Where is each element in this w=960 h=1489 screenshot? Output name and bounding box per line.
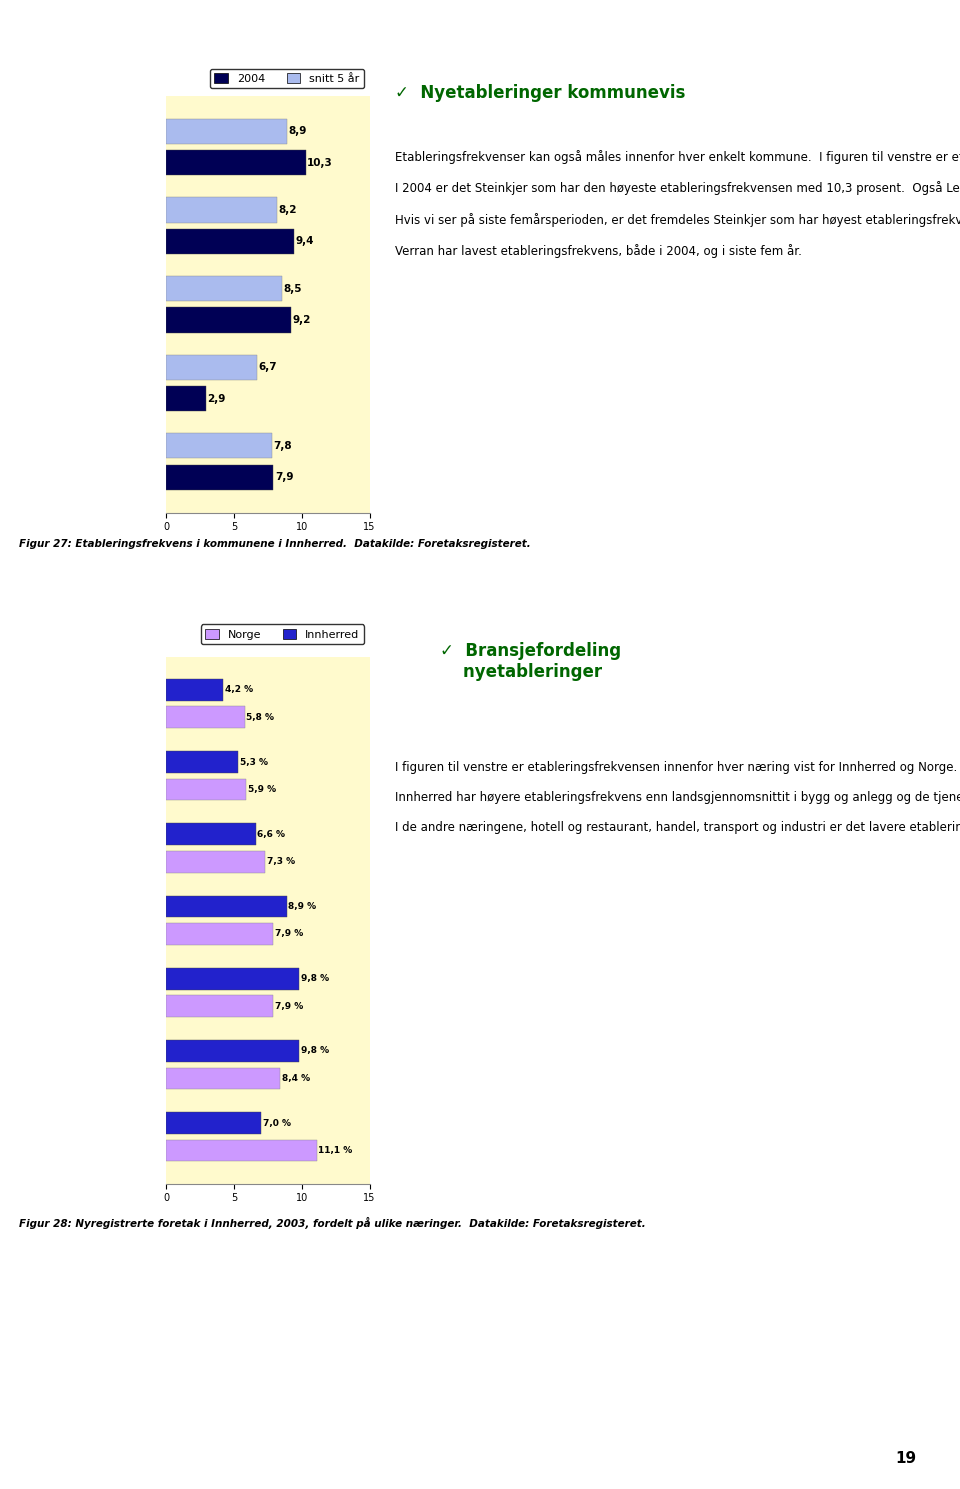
Text: 9,8 %: 9,8 % xyxy=(300,1047,328,1056)
Text: 7,8: 7,8 xyxy=(274,441,292,451)
Text: 5,8 %: 5,8 % xyxy=(247,713,275,722)
Legend: Norge, Innherred: Norge, Innherred xyxy=(201,624,364,645)
Bar xyxy=(166,968,300,990)
Bar xyxy=(166,354,257,380)
Bar xyxy=(166,150,306,176)
Text: 11,1 %: 11,1 % xyxy=(318,1147,352,1155)
Text: 7,0 %: 7,0 % xyxy=(263,1118,291,1127)
Text: 7,9 %: 7,9 % xyxy=(275,1002,303,1011)
Bar xyxy=(166,706,245,728)
Text: 8,5: 8,5 xyxy=(283,283,301,293)
Text: Industri: Industri xyxy=(123,916,163,925)
Text: 9,2: 9,2 xyxy=(293,316,311,325)
Text: Andre: Andre xyxy=(132,689,163,698)
Text: 19: 19 xyxy=(896,1450,917,1467)
Bar xyxy=(166,275,281,301)
Text: Figur 27: Etableringsfrekvens i kommunene i Innherred.  Datakilde: Foretaksregis: Figur 27: Etableringsfrekvens i kommunen… xyxy=(19,539,531,549)
Legend: 2004, snitt 5 år: 2004, snitt 5 år xyxy=(210,68,364,88)
Text: Verran: Verran xyxy=(124,466,163,476)
Bar xyxy=(166,995,274,1017)
Bar xyxy=(166,1139,317,1161)
Text: 6,7: 6,7 xyxy=(258,362,277,372)
Text: Transport: Transport xyxy=(113,840,163,849)
Text: ✓  Nyetableringer kommunevis: ✓ Nyetableringer kommunevis xyxy=(396,85,685,103)
Text: 7,9 %: 7,9 % xyxy=(275,929,303,938)
Bar xyxy=(166,198,277,222)
Bar xyxy=(166,850,265,873)
Text: 5,9 %: 5,9 % xyxy=(248,785,276,794)
Bar xyxy=(166,923,274,944)
Bar xyxy=(166,823,255,846)
Text: ✓  Bransjefordeling
    nyetableringer: ✓ Bransjefordeling nyetableringer xyxy=(440,642,621,680)
Text: Steinkjer: Steinkjer xyxy=(109,133,163,143)
Text: Levanger: Levanger xyxy=(108,216,163,226)
Text: 7,9: 7,9 xyxy=(275,472,293,482)
Text: Frosta: Frosta xyxy=(126,383,163,393)
Text: 8,4 %: 8,4 % xyxy=(281,1074,310,1083)
Bar xyxy=(166,229,294,255)
Bar xyxy=(166,896,287,917)
Text: 2,9: 2,9 xyxy=(207,393,226,404)
Text: 9,4: 9,4 xyxy=(295,237,314,247)
Bar xyxy=(166,307,291,332)
Text: 8,2: 8,2 xyxy=(278,205,298,214)
Text: 9,8 %: 9,8 % xyxy=(300,974,328,983)
Text: - Næringsanalyse Innherred-: - Næringsanalyse Innherred- xyxy=(323,19,637,37)
Bar xyxy=(166,119,287,144)
Bar xyxy=(166,752,238,773)
Bar xyxy=(166,433,272,459)
Text: Bygg/anlegg: Bygg/anlegg xyxy=(100,1142,163,1151)
Bar xyxy=(166,465,274,490)
Text: 10,3: 10,3 xyxy=(307,158,333,168)
Text: 7,3 %: 7,3 % xyxy=(267,858,295,867)
Bar xyxy=(166,386,205,411)
Text: Tjenesteyting: Tjenesteyting xyxy=(92,1066,163,1075)
Text: Varehandel: Varehandel xyxy=(105,992,163,1001)
Text: 8,9 %: 8,9 % xyxy=(288,902,317,911)
Bar xyxy=(166,1112,261,1135)
Text: 8,9: 8,9 xyxy=(288,127,306,137)
Text: Verdal: Verdal xyxy=(125,299,163,310)
Text: 6,6 %: 6,6 % xyxy=(257,829,285,838)
Bar xyxy=(166,679,224,701)
Text: Etableringsfrekvenser kan også måles innenfor hver enkelt kommune.  I figuren ti: Etableringsfrekvenser kan også måles inn… xyxy=(396,150,960,258)
Bar xyxy=(166,1068,280,1088)
Text: 4,2 %: 4,2 % xyxy=(225,685,252,694)
Bar xyxy=(166,779,247,801)
Text: Hotell/rest.: Hotell/rest. xyxy=(106,765,163,774)
Text: Figur 28: Nyregistrerte foretak i Innherred, 2003, fordelt på ulike næringer.  D: Figur 28: Nyregistrerte foretak i Innher… xyxy=(19,1217,646,1228)
Text: 5,3 %: 5,3 % xyxy=(240,758,268,767)
Text: I figuren til venstre er etableringsfrekvensen innenfor hver næring vist for Inn: I figuren til venstre er etableringsfrek… xyxy=(396,761,960,834)
Bar xyxy=(166,1039,300,1062)
